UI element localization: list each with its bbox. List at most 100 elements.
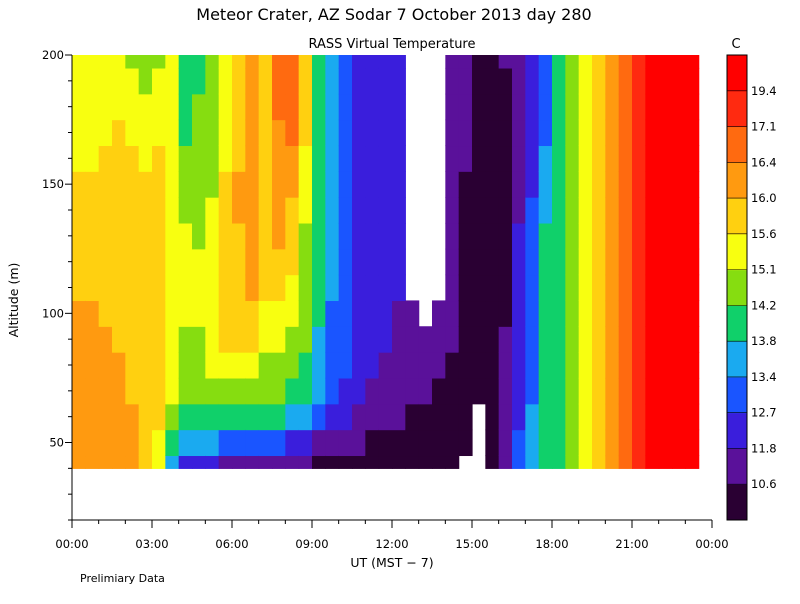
heatmap-cell (592, 352, 606, 379)
heatmap-cell (672, 119, 686, 147)
heatmap-cell (525, 377, 540, 405)
heatmap-cell (298, 352, 313, 379)
heatmap-cell (632, 429, 646, 457)
heatmap-cell (112, 274, 126, 302)
heatmap-cell (285, 55, 300, 69)
heatmap-cell (578, 403, 593, 431)
heatmap-cell (85, 300, 100, 327)
heatmap-cell (298, 93, 313, 121)
heatmap-cell (178, 352, 193, 379)
heatmap-cell (378, 145, 393, 172)
heatmap-cell (338, 403, 353, 431)
heatmap-cell (458, 377, 473, 405)
heatmap-cell (138, 326, 153, 353)
heatmap-cell (285, 352, 300, 379)
heatmap-cell (672, 326, 686, 353)
heatmap-cell (685, 222, 700, 250)
heatmap-cell (592, 197, 606, 224)
heatmap-cell (405, 326, 420, 353)
heatmap-cell (325, 300, 340, 327)
heatmap-cell (498, 403, 513, 431)
heatmap-cell (578, 93, 593, 121)
heatmap-cell (445, 326, 460, 353)
heatmap-cell (378, 55, 393, 69)
heatmap-cell (85, 222, 100, 250)
heatmap-cell (165, 377, 180, 405)
heatmap-cell (325, 352, 340, 379)
heatmap-cell (525, 274, 540, 302)
heatmap-cell (178, 197, 193, 224)
heatmap-cell (258, 55, 273, 69)
heatmap-cell (178, 429, 193, 457)
heatmap-cell (192, 93, 206, 121)
heatmap-cell (498, 274, 513, 302)
heatmap-cell (138, 197, 153, 224)
heatmap-cell (152, 67, 166, 95)
heatmap-cell (245, 403, 260, 431)
colorbar-swatch (727, 198, 747, 235)
heatmap-cell (605, 67, 620, 95)
heatmap-cell (232, 326, 246, 353)
heatmap-cell (98, 119, 113, 147)
heatmap-cell (552, 55, 566, 69)
heatmap-cell (205, 119, 220, 147)
heatmap-cell (98, 326, 113, 353)
heatmap-cell (72, 67, 86, 95)
heatmap-cell (72, 222, 86, 250)
heatmap-cell (218, 171, 233, 198)
heatmap-cell (258, 222, 273, 250)
heatmap-cell (272, 300, 286, 327)
heatmap-cell (512, 93, 526, 121)
heatmap-cell (432, 377, 446, 405)
heatmap-cell (232, 55, 246, 69)
heatmap-cell (592, 67, 606, 95)
heatmap-cell (658, 300, 673, 327)
heatmap-cell (392, 429, 406, 457)
heatmap-cell (165, 248, 180, 276)
heatmap-cell (605, 352, 620, 379)
heatmap-cell (445, 300, 460, 327)
heatmap-cell (245, 119, 260, 147)
heatmap-cell (685, 455, 700, 469)
heatmap-cell (525, 197, 540, 224)
heatmap-cell (232, 197, 246, 224)
heatmap-cell (178, 119, 193, 147)
heatmap-cell (485, 248, 500, 276)
heatmap-cell (258, 119, 273, 147)
heatmap-cell (592, 145, 606, 172)
heatmap-cell (645, 248, 660, 276)
heatmap-cell (632, 274, 646, 302)
heatmap-cell (485, 222, 500, 250)
heatmap-cell (672, 222, 686, 250)
heatmap-cell (218, 93, 233, 121)
heatmap-cell (512, 352, 526, 379)
heatmap-cell (258, 171, 273, 198)
heatmap-cell (578, 119, 593, 147)
heatmap-cell (658, 403, 673, 431)
heatmap-cell (138, 377, 153, 405)
heatmap-cell (325, 93, 340, 121)
heatmap-cell (672, 145, 686, 172)
heatmap-cell (592, 326, 606, 353)
heatmap-cell (552, 171, 566, 198)
heatmap-cell (485, 197, 500, 224)
heatmap-cell (152, 403, 166, 431)
heatmap-cell (338, 222, 353, 250)
heatmap-cell (445, 171, 460, 198)
heatmap-cell (298, 145, 313, 172)
heatmap-cell (98, 403, 113, 431)
heatmap-cell (618, 352, 633, 379)
heatmap-cell (605, 377, 620, 405)
heatmap-cell (498, 300, 513, 327)
heatmap-cell (458, 222, 473, 250)
heatmap-cell (258, 300, 273, 327)
heatmap-cell (498, 145, 513, 172)
heatmap-cell (485, 403, 500, 431)
heatmap-cell (272, 222, 286, 250)
heatmap-cell (632, 67, 646, 95)
heatmap-cell (352, 403, 366, 431)
heatmap-cell (565, 377, 580, 405)
heatmap-cell (352, 145, 366, 172)
heatmap-cell (525, 248, 540, 276)
x-tick-label: 21:00 (615, 537, 648, 551)
